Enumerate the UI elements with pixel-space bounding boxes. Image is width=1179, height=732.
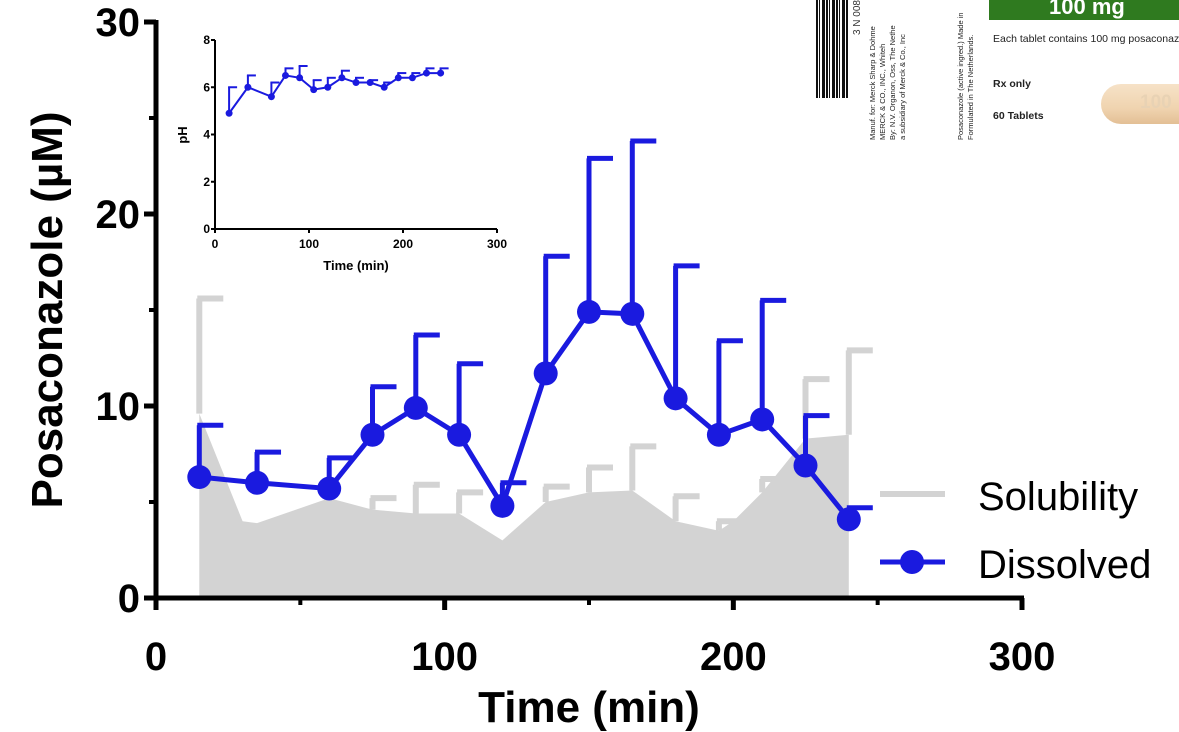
- ph-point: [282, 71, 289, 79]
- dissolved-point: [793, 453, 818, 478]
- inset-x-tick-label: 200: [393, 237, 413, 251]
- rx-only-text: Rx only: [993, 78, 1031, 90]
- ph-point: [338, 74, 346, 82]
- ph-point: [394, 74, 402, 82]
- inset-y-tick-label: 2: [203, 175, 210, 189]
- pill-imprint: 100: [1140, 92, 1172, 113]
- x-axis-label: Time (min): [478, 683, 700, 732]
- y-tick-label: 30: [96, 1, 141, 45]
- dissolved-point: [706, 422, 731, 447]
- ph-point: [244, 83, 252, 91]
- dissolved-point: [245, 470, 270, 495]
- ph-point: [366, 79, 374, 87]
- inset-x-tick-label: 0: [212, 237, 219, 251]
- dissolved-point: [663, 386, 688, 411]
- dissolved-point: [533, 361, 558, 386]
- dissolved-point: [447, 422, 472, 447]
- y-tick-label: 20: [96, 193, 141, 237]
- inset-y-tick-label: 8: [203, 33, 210, 47]
- inset-y-tick-label: 4: [203, 128, 210, 142]
- y-tick-label: 0: [118, 577, 140, 621]
- dissolved-point: [187, 465, 212, 490]
- strength-banner: 100 mg: [989, 0, 1179, 20]
- inset-x-tick-label: 100: [299, 237, 319, 251]
- ph-line: [228, 72, 441, 114]
- ph-point: [380, 83, 388, 91]
- each-tablet-text: Each tablet contains 100 mg posaconazo: [993, 33, 1179, 45]
- tablet-pill-image: [1101, 84, 1179, 124]
- y-tick-label: 10: [96, 385, 141, 429]
- ph-point: [310, 86, 318, 94]
- ph-point: [324, 83, 332, 91]
- ph-point: [352, 79, 360, 87]
- dissolved-point: [360, 422, 385, 447]
- legend-dissolved-marker: [900, 550, 924, 574]
- ph-point: [225, 109, 233, 117]
- drug-package-image: 3 N 008 Manuf. for: Merck Sharp & Dohme …: [808, 0, 1179, 150]
- manufacturer-line: By: N.V. Organon, Oss, The Nethe: [888, 25, 897, 140]
- dissolved-point: [577, 299, 601, 324]
- x-tick-label: 0: [145, 635, 167, 679]
- dissolved-point: [836, 507, 861, 532]
- inset-y-axis-label: pH: [175, 126, 190, 143]
- tablet-count-text: 60 Tablets: [993, 110, 1044, 122]
- ingredient-line: Formulated in The Netherlands.: [966, 34, 975, 140]
- dissolved-point: [750, 407, 775, 432]
- ingredient-line: Posaconazole (active ingred.) Made in: [956, 12, 965, 140]
- manufacturer-line: Manuf. for: Merck Sharp & Dohme: [868, 26, 877, 140]
- x-tick-label: 200: [700, 635, 767, 679]
- ph-point: [296, 74, 304, 82]
- manufacturer-line: MERCK & CO., INC., Whiteh: [878, 43, 887, 140]
- barcode-number: 3 N 008: [852, 0, 863, 36]
- inset-x-axis-label: Time (min): [323, 258, 389, 273]
- ph-point: [267, 93, 275, 101]
- x-tick-label: 100: [411, 635, 478, 679]
- inset-y-tick-label: 0: [203, 222, 210, 236]
- solubility-area: [199, 413, 849, 598]
- dissolved-point: [317, 476, 342, 501]
- dissolved-point: [620, 301, 645, 326]
- inset-y-tick-label: 6: [203, 80, 210, 94]
- legend-dissolved-label: Dissolved: [978, 543, 1151, 587]
- inset-x-tick-label: 300: [487, 237, 507, 251]
- y-axis-label: Posaconazole (µM): [23, 112, 72, 509]
- dissolved-point: [403, 395, 428, 420]
- dissolved-point: [490, 493, 515, 518]
- manufacturer-line: a subsidiary of Merck & Co., Inc: [898, 34, 907, 140]
- ph-point: [437, 69, 445, 77]
- barcode: [816, 0, 848, 98]
- ph-point: [423, 69, 430, 77]
- legend-solubility-label: Solubility: [978, 475, 1138, 519]
- ph-point: [408, 74, 416, 82]
- x-tick-label: 300: [989, 635, 1056, 679]
